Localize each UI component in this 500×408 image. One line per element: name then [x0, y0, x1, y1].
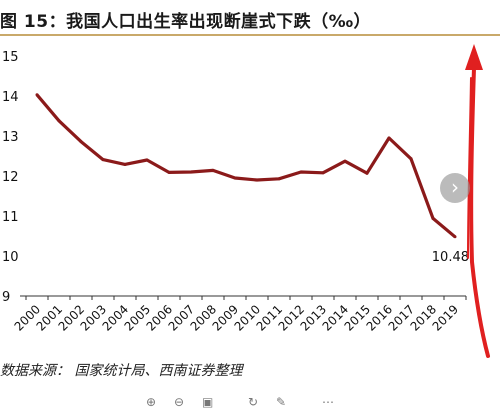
data-point [167, 170, 171, 174]
x-tick-label: 2019 [430, 302, 461, 333]
data-point [101, 158, 105, 162]
data-point [321, 171, 325, 175]
chevron-right-icon: › [451, 175, 459, 199]
data-labels: 10.48 [432, 250, 469, 265]
viewer-toolbar: ⊕ ⊖ ▣ ↻ ✎ ⋯ [0, 396, 500, 408]
fit-icon[interactable]: ▣ [202, 396, 214, 408]
arrow-head [465, 44, 483, 70]
series-line [35, 93, 457, 239]
data-point [343, 159, 347, 163]
data-point [233, 176, 237, 180]
y-tick-label: 14 [2, 90, 19, 105]
data-label: 10.48 [432, 250, 469, 265]
data-point [387, 136, 391, 140]
chart-area: 9 10 11 12 13 14 15 20002001200220032004200520… [2, 44, 490, 358]
data-point [57, 119, 61, 123]
next-page-button[interactable]: › [440, 173, 470, 203]
data-point [79, 140, 83, 144]
zoom-out-icon[interactable]: ⊖ [174, 396, 185, 408]
data-point [409, 157, 413, 161]
data-point [431, 216, 435, 220]
y-axis: 9 10 11 12 13 14 15 [2, 50, 19, 305]
data-point [453, 235, 457, 239]
data-point [145, 158, 149, 162]
data-point [123, 162, 127, 166]
data-point [35, 93, 39, 97]
y-tick-label: 10 [2, 250, 19, 265]
rotate-icon[interactable]: ↻ [248, 396, 259, 408]
data-point [299, 170, 303, 174]
x-axis: 2000200120022003200420052006200720082009… [12, 295, 467, 334]
y-tick-label: 12 [2, 170, 19, 185]
edit-icon[interactable]: ✎ [276, 396, 287, 408]
y-tick-label: 11 [2, 210, 19, 225]
data-point [211, 168, 215, 172]
chart-source: 数据来源： 国家统计局、西南证券整理 [0, 363, 243, 379]
data-point [189, 170, 193, 174]
series-birth-rate [35, 93, 457, 239]
y-tick-label: 15 [2, 50, 19, 65]
red-arrow-annotation [465, 44, 490, 358]
data-point [277, 177, 281, 181]
data-point [255, 178, 259, 182]
title-bar: 图 15：我国人口出生率出现断崖式下跌（‰） [0, 0, 500, 36]
data-point [365, 171, 369, 175]
y-tick-label: 13 [2, 130, 19, 145]
more-icon[interactable]: ⋯ [322, 396, 334, 408]
arrow-shaft [469, 66, 490, 358]
chart-title: 图 15：我国人口出生率出现断崖式下跌（‰） [0, 12, 372, 32]
y-tick-label: 9 [2, 290, 10, 305]
arrow-shaft-stroke [467, 77, 472, 259]
zoom-in-icon[interactable]: ⊕ [146, 396, 157, 408]
